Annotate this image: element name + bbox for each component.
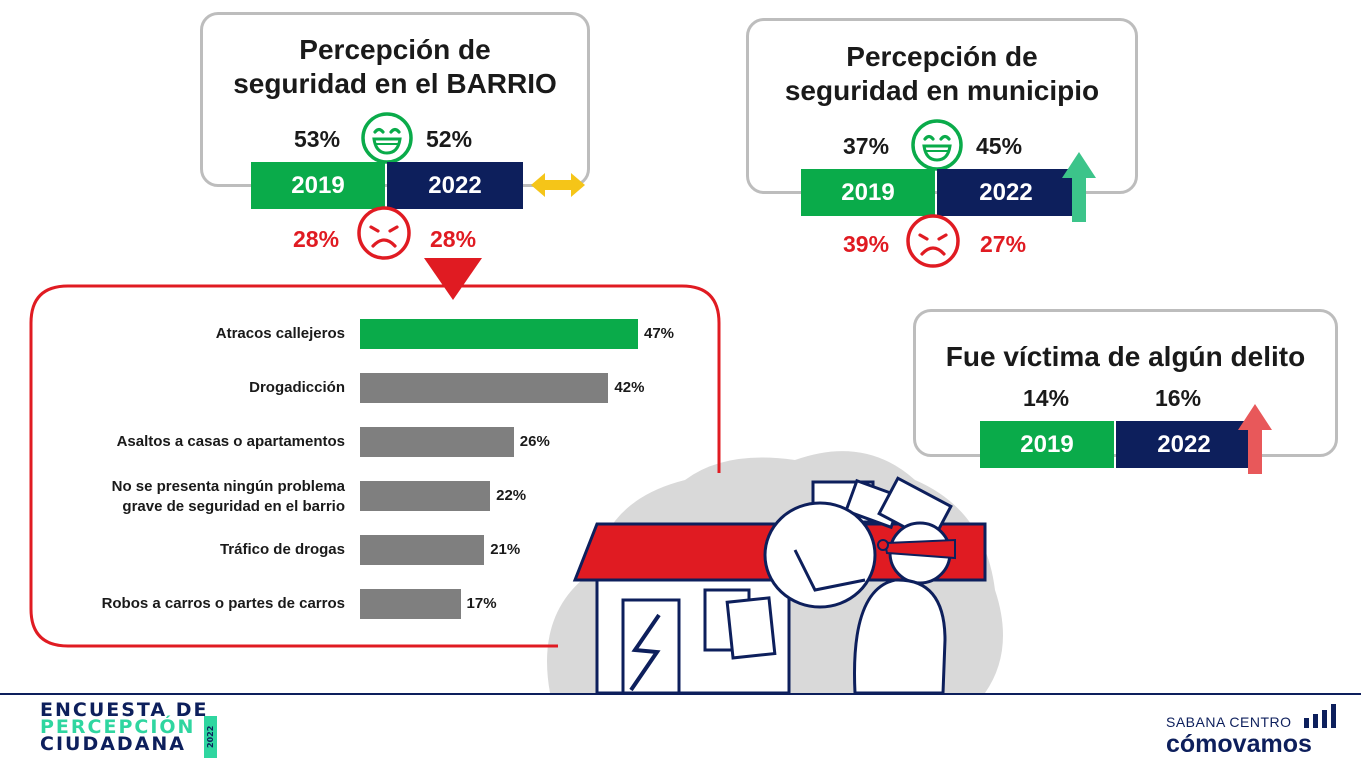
bar-value-label: 22% bbox=[496, 487, 527, 504]
chart-panel-border bbox=[29, 284, 721, 648]
municipio-title: Percepción de seguridad en municipio bbox=[749, 40, 1135, 108]
barrio-negative-2022: 28% bbox=[430, 226, 477, 252]
barrio-positive-2019: 53% bbox=[294, 126, 341, 152]
bar bbox=[360, 481, 491, 511]
municipio-negative-2019: 39% bbox=[843, 231, 890, 257]
bar bbox=[360, 319, 638, 349]
house-burglar-illustration bbox=[547, 451, 1003, 693]
bar bbox=[360, 373, 609, 403]
sabana-centro-label: SABANA CENTRO bbox=[1166, 714, 1292, 730]
bar-chart-logo-icon bbox=[1304, 704, 1336, 728]
barrio-year-2019: 2019 bbox=[251, 162, 385, 209]
bar bbox=[360, 427, 514, 457]
encuesta-logo: ENCUESTA DE PERCEPCIÓN CIUDADANA 2022 bbox=[40, 699, 217, 758]
bar-category-label: Tráfico de drogas bbox=[219, 541, 345, 558]
municipio-year-2019: 2019 bbox=[801, 169, 935, 216]
victima-value-2022: 16% bbox=[1155, 385, 1202, 411]
encuesta-logo-line1: ENCUESTA DE bbox=[40, 699, 209, 721]
municipio-title-line1: Percepción de bbox=[846, 41, 1038, 72]
sad-face-icon bbox=[357, 206, 411, 260]
happy-face-icon bbox=[911, 119, 963, 171]
bar bbox=[360, 589, 461, 619]
sad-face-icon bbox=[906, 214, 960, 268]
barrio-title-line2: seguridad en el BARRIO bbox=[233, 68, 557, 100]
victima-year-2022: 2022 bbox=[1116, 421, 1252, 468]
up-arrow-icon bbox=[1062, 152, 1096, 222]
municipio-positive-2019: 37% bbox=[843, 133, 890, 159]
bar-value-label: 17% bbox=[466, 595, 497, 612]
bar-category-label: No se presenta ningún problema grave de s… bbox=[111, 478, 345, 515]
barrio-year-2022: 2022 bbox=[387, 162, 523, 209]
bar-value-label: 26% bbox=[519, 433, 550, 450]
municipio-positive-2022: 45% bbox=[976, 133, 1023, 159]
encuesta-logo-line3: CIUDADANA bbox=[40, 733, 186, 755]
barrio-title-line1: Percepción de bbox=[299, 34, 491, 65]
bar-category-label: Atracos callejeros bbox=[215, 325, 345, 342]
victima-title: Fue víctima de algún delito bbox=[945, 341, 1306, 372]
down-triangle-icon bbox=[424, 258, 482, 300]
bar bbox=[360, 535, 485, 565]
double-arrow-icon bbox=[531, 173, 585, 197]
comovamos-logo: cómovamos bbox=[1166, 730, 1312, 758]
barrio-negative-2019: 28% bbox=[293, 226, 340, 252]
bar-value-label: 21% bbox=[490, 541, 521, 558]
municipio-year-2022: 2022 bbox=[937, 169, 1075, 216]
bar-value-label: 47% bbox=[644, 325, 675, 342]
barrio-positive-2022: 52% bbox=[426, 126, 473, 152]
victima-value-2019: 14% bbox=[1023, 385, 1070, 411]
up-arrow-icon bbox=[1238, 404, 1272, 474]
victima-year-2019: 2019 bbox=[980, 421, 1114, 468]
barrio-title: Percepción de seguridad en el BARRIO bbox=[203, 33, 587, 101]
bar-category-label: Robos a carros o partes de carros bbox=[101, 595, 345, 612]
municipio-title-line2: seguridad en municipio bbox=[784, 75, 1100, 107]
happy-face-icon bbox=[361, 112, 413, 164]
footer-divider bbox=[0, 693, 1361, 695]
municipio-negative-2022: 27% bbox=[980, 231, 1027, 257]
bar-category-label: Drogadicción bbox=[249, 379, 345, 396]
encuesta-logo-year: 2022 bbox=[204, 716, 217, 758]
bar-category-label: Asaltos a casas o apartamentos bbox=[116, 433, 345, 450]
encuesta-logo-line2: PERCEPCIÓN bbox=[40, 716, 196, 738]
bar-value-label: 42% bbox=[614, 379, 645, 396]
